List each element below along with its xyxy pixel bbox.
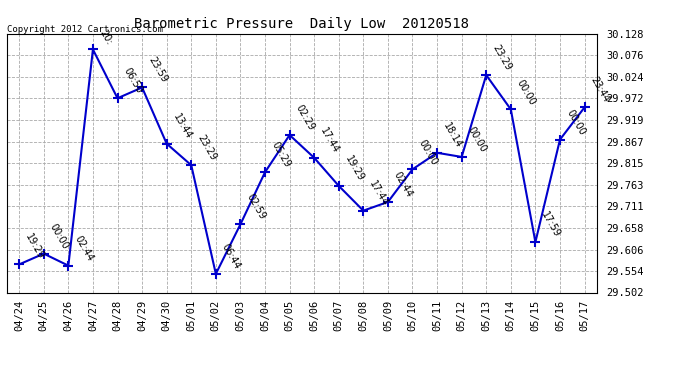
Text: 00:00: 00:00 [48,222,70,251]
Text: 19:29: 19:29 [343,154,366,183]
Text: 17:59: 17:59 [540,210,562,239]
Text: Copyright 2012 Cartronics.com: Copyright 2012 Cartronics.com [7,25,163,34]
Text: 00:00: 00:00 [466,125,489,154]
Text: 00:00: 00:00 [564,108,586,137]
Text: 02:59: 02:59 [244,192,267,222]
Text: 17:44: 17:44 [318,126,341,155]
Text: 23:59: 23:59 [146,56,169,85]
Text: 02:44: 02:44 [392,170,415,199]
Text: 20:: 20: [97,28,114,46]
Text: 06:44: 06:44 [220,242,243,271]
Text: 02:44: 02:44 [72,234,95,263]
Text: 23:29: 23:29 [195,133,218,162]
Text: 06:50: 06:50 [121,66,144,96]
Title: Barometric Pressure  Daily Low  20120518: Barometric Pressure Daily Low 20120518 [135,17,469,31]
Text: 23:44: 23:44 [589,75,611,105]
Text: 00:00: 00:00 [515,78,538,106]
Text: 19:29: 19:29 [23,232,46,262]
Text: 05:29: 05:29 [269,140,292,170]
Text: 02:29: 02:29 [294,103,317,132]
Text: 23:29: 23:29 [491,43,513,72]
Text: 18:14: 18:14 [441,121,464,150]
Text: 00:00: 00:00 [417,138,440,166]
Text: 17:44: 17:44 [368,179,390,208]
Text: 13:44: 13:44 [171,112,193,141]
